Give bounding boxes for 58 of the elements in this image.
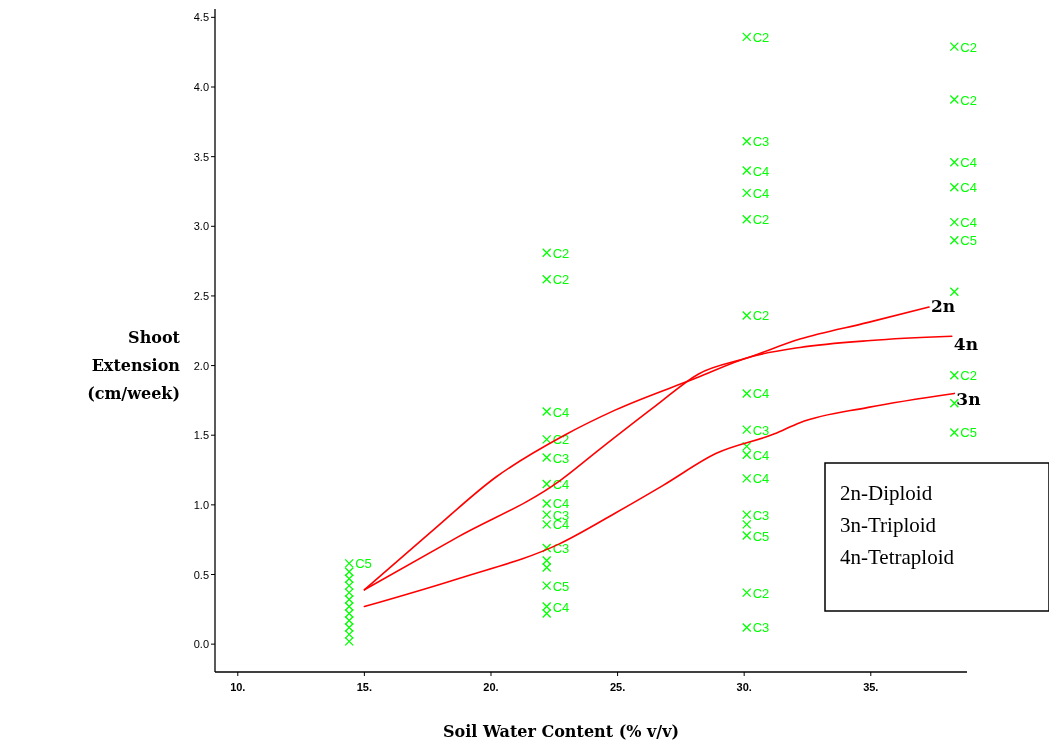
data-label: C3 <box>752 422 770 438</box>
y-axis-title: Shoot Extension (cm/week) <box>87 328 181 403</box>
series-label: 3n <box>956 389 981 410</box>
x-axis-title: Soil Water Content (% v/v) <box>442 722 680 741</box>
data-label: C2 <box>752 212 770 228</box>
data-label: C2 <box>552 272 570 288</box>
x-tick-label: 10. <box>230 681 246 693</box>
data-label: C2 <box>752 29 770 45</box>
y-tick-label: 1.0 <box>193 498 209 511</box>
data-label: C2 <box>752 585 770 601</box>
data-label: C4 <box>752 386 770 402</box>
data-label: C4 <box>752 185 770 201</box>
data-label: C2 <box>960 39 977 55</box>
data-label: C4 <box>552 496 570 512</box>
data-label: C2 <box>552 245 570 261</box>
annotation: 4n-Tetraploid <box>840 545 955 569</box>
data-label: C3 <box>752 620 770 636</box>
data-label: C4 <box>752 471 770 487</box>
data-label: C2 <box>960 92 977 108</box>
y-tick-label: 3.5 <box>193 150 209 163</box>
y-tick-label: 0.0 <box>193 638 209 651</box>
y-tick-label: 2.0 <box>193 359 209 372</box>
y-tick-label: 0.5 <box>193 568 209 581</box>
y-tick-label: 2.5 <box>193 289 209 302</box>
data-label: C3 <box>752 507 770 523</box>
data-label: C5 <box>960 233 977 249</box>
series-label: 2n <box>931 296 956 317</box>
data-label: C5 <box>960 425 977 441</box>
text-box: 2n-Diploid 3n-Triploid 4n-Tetraploid <box>824 462 1049 612</box>
annotation: 3n-Triploid <box>840 513 937 537</box>
data-label: C4 <box>552 404 570 420</box>
y-tick-label: 1.5 <box>193 429 209 442</box>
data-label: C4 <box>552 476 570 492</box>
data-label: C3 <box>752 134 770 150</box>
data-label: C4 <box>552 599 570 615</box>
y-tick-label: 4.0 <box>193 81 209 93</box>
data-label: C5 <box>355 556 372 572</box>
data-label: C4 <box>752 447 770 463</box>
data-label: C5 <box>552 578 570 594</box>
data-label: C3 <box>552 450 570 466</box>
data-label: C2 <box>752 308 770 324</box>
data-label: C4 <box>960 180 977 196</box>
data-label: C2 <box>960 368 977 384</box>
x-tick-label: 15. <box>356 681 373 693</box>
data-label: C3 <box>552 541 570 557</box>
series-label: 4n <box>953 334 979 355</box>
x-tick-label: 30. <box>736 681 752 693</box>
y-tick-label: 3.0 <box>193 220 209 233</box>
x-tick-label: 35. <box>863 681 879 693</box>
x-tick-label: 20. <box>483 681 499 693</box>
data-label: C4 <box>960 215 977 231</box>
annotation: 2n-Diploid <box>840 481 933 505</box>
data-label: C4 <box>960 155 977 171</box>
data-label: C5 <box>752 528 770 544</box>
data-label: C2 <box>552 432 570 448</box>
data-label: C4 <box>752 163 770 179</box>
y-tick-label: 4.5 <box>193 11 209 24</box>
x-tick-label: 25. <box>609 681 626 693</box>
